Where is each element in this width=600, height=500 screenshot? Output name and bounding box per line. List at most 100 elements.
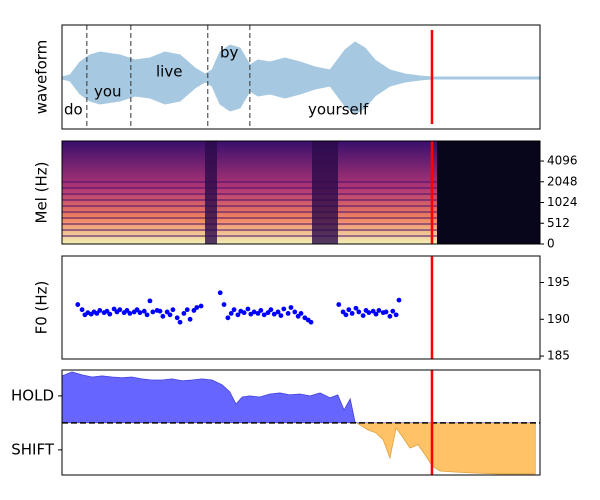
shift-area bbox=[62, 423, 536, 475]
f0-point bbox=[308, 319, 314, 325]
y-axis-label: waveform bbox=[33, 40, 51, 115]
f0-point bbox=[181, 310, 187, 316]
f0-point bbox=[157, 308, 163, 314]
y-tick-label: HOLD bbox=[11, 386, 54, 404]
panel-frame bbox=[61, 140, 541, 245]
f0-point bbox=[366, 310, 372, 316]
f0-point bbox=[356, 309, 362, 315]
f0-point bbox=[187, 316, 193, 322]
y-tick-label: 190 bbox=[547, 312, 570, 326]
f0-point bbox=[281, 306, 287, 312]
y-axis-label: Mel (Hz) bbox=[33, 162, 51, 224]
f0-point bbox=[217, 290, 223, 296]
y-tick-label: 512 bbox=[547, 216, 570, 230]
f0-point bbox=[265, 310, 271, 316]
f0-point bbox=[360, 313, 366, 318]
f0-point bbox=[278, 313, 284, 318]
f0-point bbox=[346, 307, 352, 313]
y-tick-label: SHIFT bbox=[11, 440, 55, 458]
f0-point bbox=[184, 307, 190, 313]
f0-point bbox=[127, 310, 133, 316]
y-tick-label: 2048 bbox=[547, 174, 578, 188]
f0-point bbox=[340, 309, 346, 315]
f0-point bbox=[235, 312, 241, 318]
f0-point bbox=[117, 307, 123, 313]
f0-point bbox=[194, 305, 200, 310]
f0-point bbox=[370, 308, 376, 314]
f0-point bbox=[141, 308, 147, 314]
y-tick-label: 1024 bbox=[547, 195, 578, 209]
word-label: yourself bbox=[308, 101, 369, 119]
f0-point bbox=[343, 312, 349, 318]
f0-point bbox=[336, 302, 342, 307]
f0-point bbox=[134, 307, 140, 313]
f0-point bbox=[104, 308, 110, 314]
f0-point bbox=[241, 310, 247, 316]
f0-point bbox=[144, 312, 150, 318]
f0-point bbox=[295, 313, 301, 319]
f0-point bbox=[353, 305, 359, 311]
f0-point bbox=[275, 309, 281, 315]
f0-point bbox=[390, 308, 396, 314]
f0-point bbox=[288, 305, 294, 310]
f0-point bbox=[285, 310, 291, 316]
hold-area bbox=[62, 371, 536, 423]
f0-point bbox=[271, 311, 277, 317]
panel-frame bbox=[61, 24, 541, 130]
silence bbox=[312, 141, 338, 244]
f0-point bbox=[137, 310, 143, 316]
f0-point bbox=[198, 303, 204, 309]
y-tick-label: 4096 bbox=[547, 154, 578, 168]
y-axis-label: F0 (Hz) bbox=[33, 281, 51, 335]
f0-point bbox=[75, 302, 81, 307]
f0-point bbox=[376, 308, 382, 313]
y-tick-label: 0 bbox=[547, 237, 555, 251]
f0-point bbox=[191, 308, 197, 313]
panel-frame bbox=[61, 369, 541, 476]
f0-point bbox=[164, 309, 170, 315]
f0-point bbox=[147, 298, 153, 304]
f0-point bbox=[174, 315, 180, 321]
f0-point bbox=[298, 310, 304, 316]
word-label: live bbox=[156, 63, 182, 81]
f0-point bbox=[79, 307, 85, 313]
f0-point bbox=[124, 308, 130, 313]
f0-point bbox=[225, 315, 231, 321]
f0-point bbox=[373, 311, 379, 317]
f0-point bbox=[228, 310, 234, 316]
f0-point bbox=[150, 309, 156, 315]
f0-point bbox=[170, 307, 176, 313]
panel-frame bbox=[61, 255, 541, 360]
f0-point bbox=[94, 310, 100, 316]
f0-point bbox=[160, 313, 166, 319]
f0-point bbox=[231, 307, 237, 313]
y-tick-label: 185 bbox=[547, 349, 570, 363]
f0-point bbox=[393, 312, 399, 318]
f0-point bbox=[383, 309, 389, 315]
f0-point bbox=[268, 307, 274, 313]
spectrogram bbox=[62, 141, 437, 244]
f0-point bbox=[221, 302, 227, 307]
f0-point bbox=[387, 313, 393, 319]
f0-point bbox=[245, 306, 251, 312]
word-label: do bbox=[64, 101, 83, 119]
f0-point bbox=[167, 312, 173, 318]
f0-point bbox=[349, 310, 355, 316]
y-tick-label: 195 bbox=[547, 275, 570, 289]
f0-point bbox=[292, 309, 298, 315]
waveform bbox=[61, 41, 541, 115]
f0-point bbox=[258, 308, 264, 313]
f0-point bbox=[111, 306, 117, 312]
silence bbox=[205, 141, 217, 244]
f0-point bbox=[107, 311, 113, 317]
f0-point bbox=[396, 297, 402, 303]
f0-point bbox=[177, 319, 183, 325]
f0-point bbox=[251, 309, 257, 315]
f0-point bbox=[261, 312, 267, 318]
word-label: by bbox=[220, 44, 239, 62]
f0-point bbox=[97, 308, 103, 313]
f0-point bbox=[255, 310, 261, 316]
word-label: you bbox=[94, 83, 122, 101]
